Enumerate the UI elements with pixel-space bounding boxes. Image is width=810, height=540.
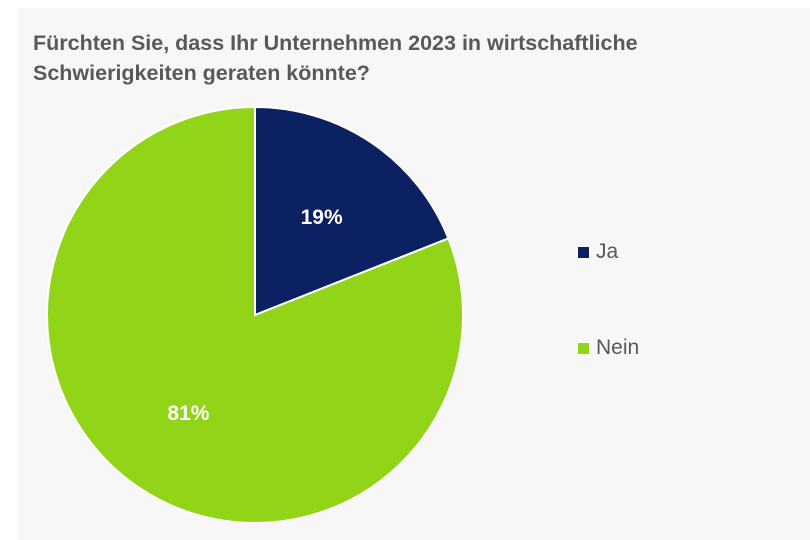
data-label-nein: 81% <box>167 402 209 425</box>
legend-item-ja: Ja <box>577 240 619 264</box>
legend-label-ja: Ja <box>596 240 619 263</box>
pie-slice-ja <box>254 105 450 317</box>
legend-item-nein: Nein <box>577 336 640 360</box>
data-label-ja: 19% <box>301 206 343 229</box>
chart-title: Fürchten Sie, dass Ihr Unternehmen 2023 … <box>33 31 638 85</box>
legend-label-nein: Nein <box>596 336 640 359</box>
legend-swatch-ja <box>577 245 590 259</box>
pie-slice-nein <box>46 105 464 524</box>
legend-swatch-nein <box>577 341 590 355</box>
